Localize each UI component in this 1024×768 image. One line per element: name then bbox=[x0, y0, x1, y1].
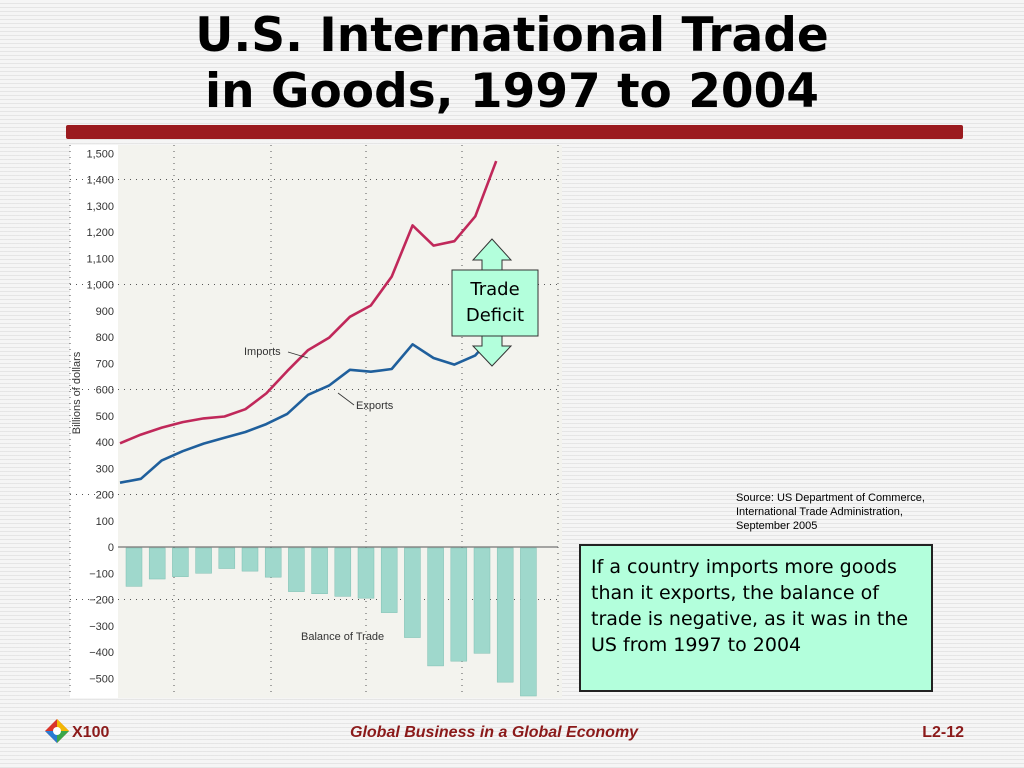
series-lines bbox=[119, 160, 498, 484]
slide-number: L2-12 bbox=[922, 724, 964, 741]
exports-label-leader bbox=[337, 392, 355, 406]
deficit-label-line1: Trade bbox=[469, 279, 519, 300]
balance-bar bbox=[473, 547, 491, 654]
balance-bar bbox=[125, 547, 143, 587]
y-tick-label: 200 bbox=[96, 490, 114, 502]
y-tick-label: 700 bbox=[96, 358, 114, 370]
y-axis-label: Billions of dollars bbox=[71, 351, 83, 434]
balance-bar bbox=[450, 547, 468, 662]
y-tick-label: −400 bbox=[89, 647, 114, 659]
trade-deficit-annotation: Trade Deficit bbox=[451, 238, 539, 367]
y-tick-label: 100 bbox=[96, 516, 114, 528]
source-citation: Source: US Department of Commerce, Inter… bbox=[736, 492, 925, 532]
exports-series-label: Exports bbox=[356, 400, 394, 412]
course-code: X100 bbox=[72, 724, 110, 741]
balance-bar bbox=[380, 547, 398, 613]
balance-series-label: Balance of Trade bbox=[301, 631, 384, 643]
y-tick-label: 500 bbox=[96, 411, 114, 423]
trade-chart: 1,500 1,400 1,300 1,200 1,100 1,000 900 800 700 6… bbox=[66, 143, 566, 698]
y-tick-label: 600 bbox=[96, 385, 114, 397]
deficit-label-line2: Deficit bbox=[466, 305, 524, 326]
y-tick-label: 1,200 bbox=[86, 227, 114, 239]
trade-chart-svg: 1,500 1,400 1,300 1,200 1,100 1,000 900 800 700 6… bbox=[69, 145, 562, 698]
y-tick-label: 1,100 bbox=[86, 253, 114, 265]
title-underline-bar bbox=[66, 125, 963, 139]
y-tick-label: −100 bbox=[89, 568, 114, 580]
course-logo-icon bbox=[45, 719, 69, 743]
balance-bar bbox=[264, 547, 282, 578]
balance-bar bbox=[311, 547, 328, 594]
balance-bars bbox=[125, 547, 537, 697]
y-tick-label: −200 bbox=[89, 595, 114, 607]
balance-bar bbox=[427, 547, 444, 667]
y-tick-labels: 1,500 1,400 1,300 1,200 1,100 1,000 900 800 700 6… bbox=[86, 148, 114, 685]
balance-bar bbox=[218, 547, 236, 569]
balance-bar bbox=[195, 547, 212, 574]
title-line-2: in Goods, 1997 to 2004 bbox=[204, 64, 820, 119]
balance-bar bbox=[496, 547, 514, 683]
y-tick-label: 300 bbox=[96, 463, 114, 475]
y-tick-label: 1,400 bbox=[86, 175, 114, 187]
imports-label-leader bbox=[287, 351, 309, 359]
deficit-label-box bbox=[451, 269, 539, 337]
y-tick-label: −500 bbox=[89, 673, 114, 685]
slide-title: U.S. International Trade in Goods, 1997 … bbox=[0, 8, 1024, 120]
y-tick-label: 900 bbox=[96, 306, 114, 318]
course-title: Global Business in a Global Economy bbox=[350, 724, 639, 741]
grid-layer bbox=[69, 145, 562, 696]
y-tick-label: 1,000 bbox=[86, 280, 114, 292]
explanation-note: If a country imports more goods than it … bbox=[579, 544, 933, 692]
balance-bar bbox=[334, 547, 352, 597]
balance-bar bbox=[148, 547, 166, 580]
y-tick-label: 1,500 bbox=[86, 148, 114, 160]
balance-bar bbox=[241, 547, 259, 572]
balance-bar bbox=[288, 547, 305, 592]
y-tick-label: 0 bbox=[108, 542, 114, 554]
y-tick-label: 400 bbox=[96, 437, 114, 449]
y-tick-label: 800 bbox=[96, 332, 114, 344]
slide-footer: X100 Global Business in a Global Economy… bbox=[44, 718, 964, 748]
title-line-1: U.S. International Trade bbox=[195, 8, 829, 63]
balance-bar bbox=[520, 547, 537, 697]
imports-series-label: Imports bbox=[244, 346, 281, 358]
balance-bar bbox=[357, 547, 375, 599]
y-tick-label: 1,300 bbox=[86, 201, 114, 213]
y-tick-label: −300 bbox=[89, 621, 114, 633]
balance-bar bbox=[404, 547, 421, 638]
balance-bar bbox=[172, 547, 189, 577]
